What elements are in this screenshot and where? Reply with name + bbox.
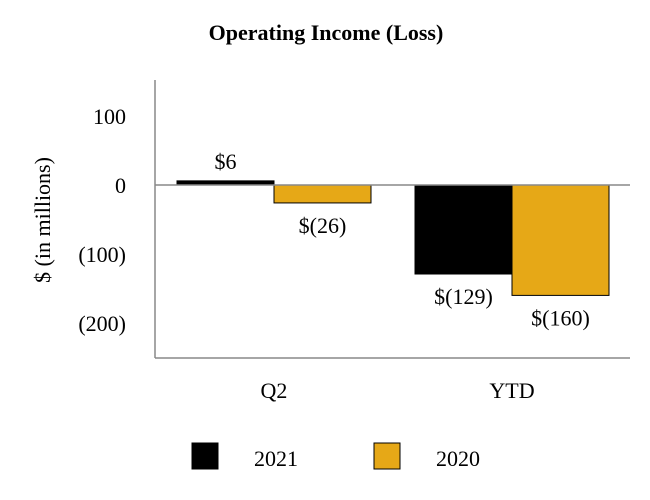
y-tick-label: (200) <box>78 311 126 336</box>
category-label-q2: Q2 <box>261 378 288 403</box>
bar-2020-ytd <box>511 184 610 296</box>
legend-swatch-2021 <box>191 442 219 470</box>
bar-2021-ytd <box>414 184 513 275</box>
data-label: $6 <box>215 149 237 174</box>
y-tick-label: 100 <box>93 104 126 129</box>
y-tick-label: 0 <box>115 173 126 198</box>
bar-2020-q2 <box>273 184 372 204</box>
legend-swatch-2020 <box>373 442 401 470</box>
legend-label-2020: 2020 <box>436 446 480 471</box>
category-label-ytd: YTD <box>489 378 534 403</box>
legend-label-2021: 2021 <box>254 446 298 471</box>
y-tick-label: (100) <box>78 242 126 267</box>
legend: 2021 2020 <box>191 442 480 471</box>
y-tick-labels: 100 0 (100) (200) <box>78 104 126 336</box>
data-labels: $6 $(26) $(129) $(160) <box>215 149 590 331</box>
bars <box>176 180 610 296</box>
data-label: $(26) <box>299 213 347 238</box>
data-label: $(129) <box>434 284 493 309</box>
chart-title: Operating Income (Loss) <box>209 20 444 45</box>
data-label: $(160) <box>531 305 590 330</box>
category-labels: Q2 YTD <box>261 378 535 403</box>
y-axis-label: $ (in millions) <box>30 157 55 283</box>
